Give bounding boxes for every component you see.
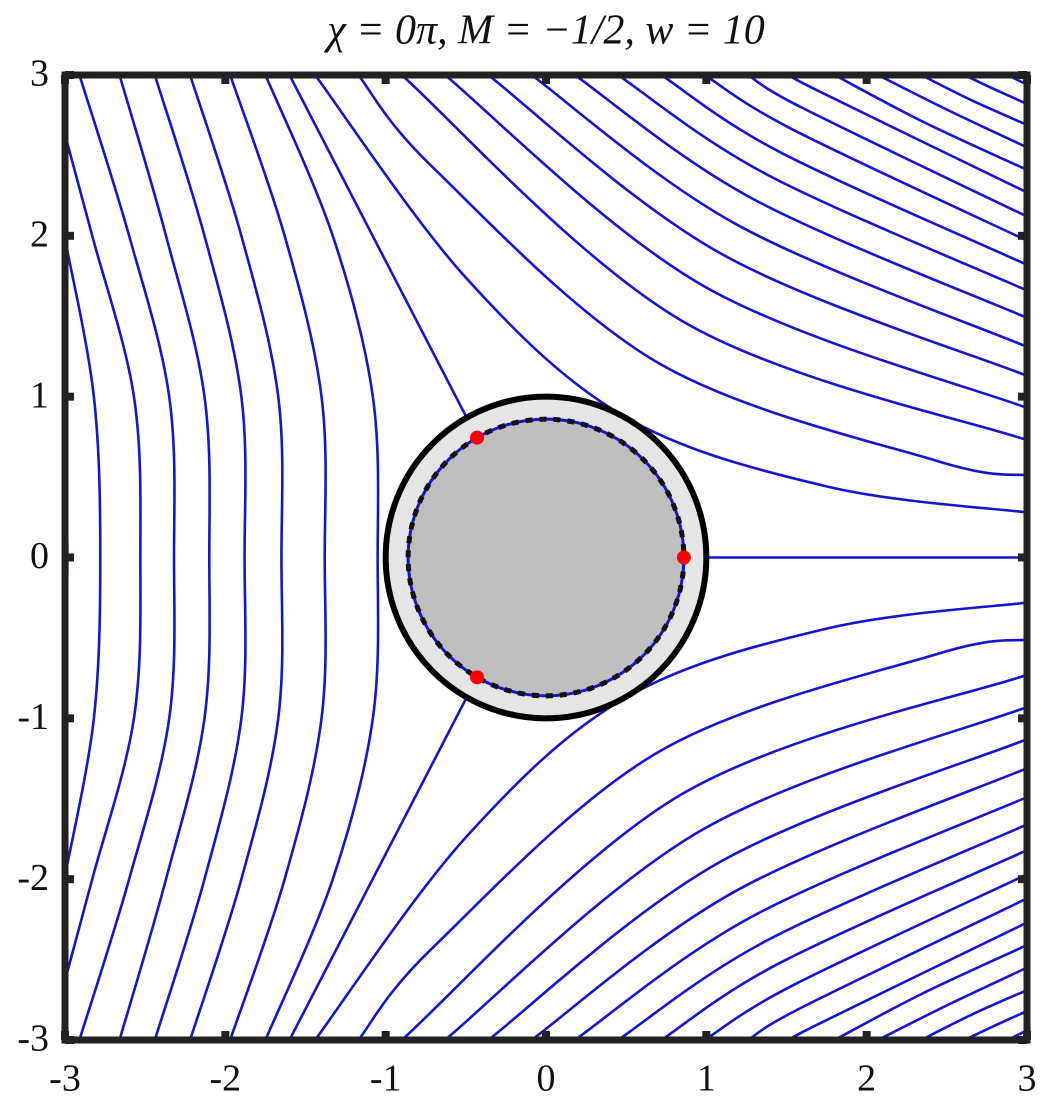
streamline (357, 638, 1027, 1040)
x-tick-label: -2 (210, 1058, 242, 1100)
streamline (704, 873, 1027, 1040)
streamline (617, 75, 1027, 292)
x-tick-top (61, 75, 69, 84)
streamline (228, 75, 327, 1040)
streamline (877, 966, 1027, 1040)
x-tick-top (1023, 75, 1031, 84)
axes: -3 -2 -1 0 1 2 3 -3 -2 -1 0 1 2 3 (17, 53, 1036, 1100)
streamline (444, 705, 1027, 1040)
streamline (400, 75, 1027, 442)
y-tick-right (1018, 875, 1027, 884)
x-tick-label: 2 (857, 1058, 876, 1100)
y-tick (65, 71, 74, 79)
x-tick (702, 1031, 711, 1040)
streamline (833, 75, 1027, 172)
streamline (400, 673, 1027, 1040)
streamline (530, 766, 1027, 1040)
streamline (444, 75, 1027, 410)
streamline (920, 988, 1027, 1040)
streamline (118, 75, 211, 1040)
streamline (264, 75, 380, 1040)
x-tick-top (542, 75, 550, 84)
streamline (65, 134, 142, 981)
streamline (660, 75, 1027, 266)
y-tick-label: 2 (30, 214, 49, 256)
x-tick-label: 3 (1018, 1058, 1037, 1100)
y-tick-label: -2 (17, 857, 49, 899)
plot-area (65, 75, 1027, 1040)
streamline (188, 75, 284, 1040)
y-tick (65, 231, 74, 240)
streamline (574, 795, 1027, 1040)
x-tick-label: -1 (370, 1058, 402, 1100)
streamline (357, 75, 1027, 477)
y-tick-label: -1 (17, 696, 49, 738)
streamline (487, 738, 1027, 1040)
stagnation-point (676, 550, 691, 565)
streamline (574, 75, 1027, 320)
streamline (833, 943, 1027, 1040)
x-tick-label: 1 (697, 1058, 716, 1100)
y-tick-label: 3 (30, 53, 49, 95)
x-tick (381, 1031, 390, 1040)
separatrix (288, 676, 479, 1040)
y-tick (65, 1036, 74, 1044)
streamline (530, 75, 1027, 349)
streamline (78, 75, 176, 1040)
stagnation-point (470, 670, 485, 685)
y-tick-right (1018, 1036, 1027, 1044)
x-tick-top (221, 75, 230, 84)
x-tick (862, 1031, 871, 1040)
y-tick-label: 0 (30, 535, 49, 577)
streamline (920, 75, 1027, 127)
x-tick-label: 0 (537, 1058, 556, 1100)
streamline (487, 75, 1027, 377)
y-tick-right (1018, 71, 1027, 79)
x-tick (1023, 1031, 1031, 1040)
streamline (747, 75, 1027, 218)
y-tick-right (1018, 714, 1027, 723)
streamline (877, 75, 1027, 149)
x-tick-top (381, 75, 390, 84)
streamline (153, 75, 247, 1040)
x-tick-label: -3 (49, 1058, 81, 1100)
streamline (660, 849, 1027, 1040)
y-tick-right (1018, 392, 1027, 401)
y-tick-right (1018, 231, 1027, 240)
chart-title: χ = 0π, M = −1/2, w = 10 (323, 8, 765, 54)
y-tick (65, 875, 74, 884)
y-tick-label: -3 (17, 1018, 49, 1060)
streamline (617, 823, 1027, 1040)
y-tick-right (1018, 553, 1027, 562)
separatrix (288, 75, 479, 439)
y-tick (65, 714, 74, 723)
streamline (65, 238, 102, 877)
x-tick-top (702, 75, 711, 84)
x-tick (221, 1031, 230, 1040)
streamline (704, 75, 1027, 242)
x-tick (542, 1031, 550, 1040)
x-tick-top (862, 75, 871, 84)
y-tick-label: 1 (30, 374, 49, 416)
streamline (747, 897, 1027, 1040)
x-tick (61, 1031, 69, 1040)
y-tick (65, 553, 74, 562)
y-tick (65, 392, 74, 401)
stagnation-point (470, 430, 485, 445)
